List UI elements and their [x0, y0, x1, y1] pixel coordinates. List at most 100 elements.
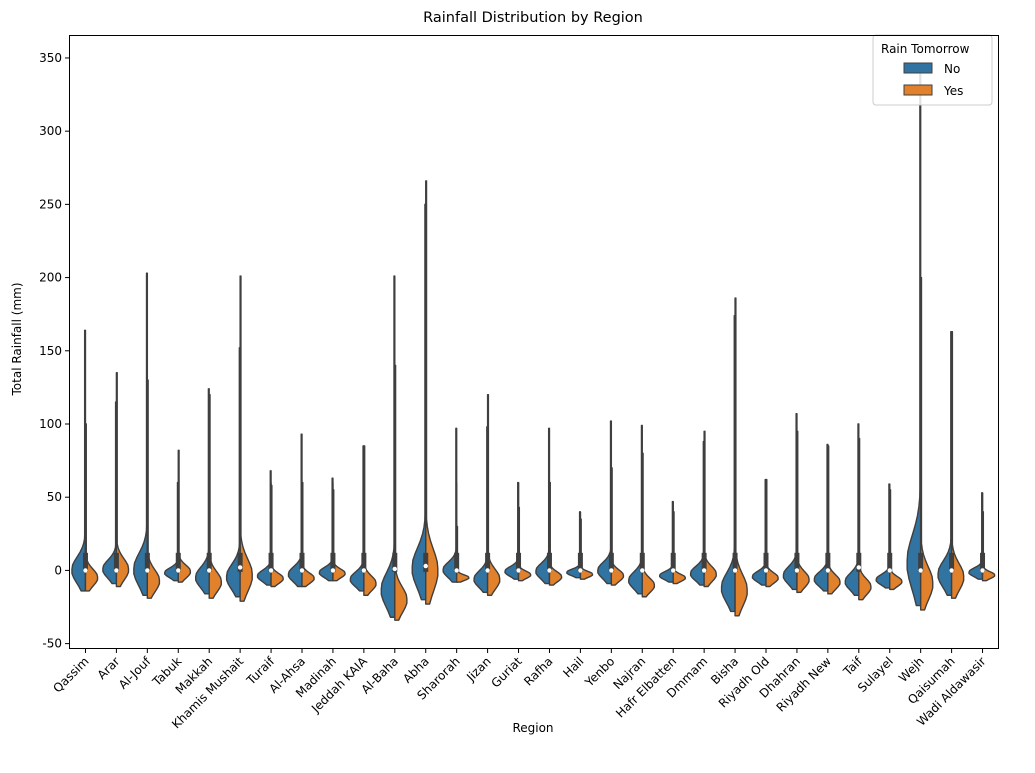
- violin-group: [411, 180, 439, 605]
- violin-iqr-box: [577, 552, 583, 572]
- violin-group: [628, 424, 656, 598]
- y-axis: -50 0 50 100 150 200 250 300 350: [39, 51, 70, 651]
- violin-half-yes: [672, 511, 686, 585]
- violin-iqr-box: [980, 552, 986, 572]
- violin-half-no: [71, 329, 87, 592]
- violin-median: [207, 568, 212, 573]
- violin-half-yes: [270, 484, 284, 588]
- violin-group: [442, 427, 470, 583]
- violin-median: [578, 568, 583, 573]
- violin-half-no: [720, 314, 736, 613]
- y-tick-label: 100: [39, 417, 62, 431]
- axes-frame: [69, 35, 999, 649]
- violin-median: [83, 568, 88, 573]
- violin-group: [318, 477, 346, 582]
- violin-half-yes: [394, 364, 408, 621]
- violin-group: [473, 394, 501, 596]
- violin-iqr-box: [546, 552, 552, 572]
- violin-median: [237, 565, 243, 570]
- violin-iqr-box: [268, 552, 274, 572]
- violin-half-no: [256, 470, 272, 586]
- violin-half-no: [751, 478, 767, 586]
- violin-iqr-box: [639, 552, 645, 572]
- violin-median: [299, 568, 305, 573]
- violin-median: [671, 568, 676, 573]
- violin-group: [133, 272, 161, 599]
- y-tick-label: 300: [39, 124, 62, 138]
- violin-iqr-box: [206, 552, 212, 572]
- violin-group: [720, 297, 748, 617]
- violin-half-no: [133, 272, 149, 596]
- violin-group: [875, 483, 903, 591]
- violin-half-no: [813, 443, 829, 592]
- legend-label-no: No: [944, 62, 960, 76]
- violin-iqr-box: [732, 552, 738, 572]
- violin-half-yes: [858, 437, 872, 601]
- violin-median: [268, 568, 274, 573]
- violin-iqr-box: [949, 552, 955, 572]
- violin-half-yes: [146, 379, 161, 599]
- violin-median: [918, 568, 923, 573]
- x-tick-label: Guriat: [488, 654, 524, 690]
- violin-group: [102, 372, 130, 588]
- violin-group: [535, 427, 563, 586]
- violin-iqr-box: [330, 552, 336, 572]
- violin-iqr-box: [918, 552, 924, 572]
- violin-group: [194, 388, 222, 599]
- violin-group: [906, 64, 934, 611]
- violin-median: [887, 568, 892, 573]
- violin-half-yes: [239, 275, 253, 602]
- y-tick-label: 350: [39, 51, 62, 65]
- violin-half-yes: [548, 481, 563, 586]
- violin-iqr-box: [175, 552, 181, 572]
- y-tick-label: 200: [39, 271, 62, 285]
- legend-swatch-no: [903, 62, 933, 74]
- violin-median: [392, 566, 397, 572]
- violin-group: [566, 511, 594, 580]
- violin-half-yes: [84, 423, 99, 592]
- violin-median: [547, 568, 552, 573]
- violin-group: [287, 433, 315, 588]
- y-tick-label: 50: [47, 490, 62, 504]
- x-tick-label: Qassim: [50, 654, 91, 695]
- violin-group: [256, 470, 284, 588]
- violin-median: [454, 568, 459, 573]
- violin-group: [504, 481, 532, 582]
- violin-median: [176, 568, 181, 573]
- violin-half-yes: [827, 445, 841, 595]
- x-tick-label: Taif: [840, 654, 865, 679]
- violin-half-yes: [363, 445, 377, 596]
- violin-half-yes: [734, 297, 748, 617]
- violin-median: [825, 568, 831, 573]
- violin-half-yes: [765, 478, 779, 588]
- violin-half-yes: [889, 489, 903, 591]
- violin-group: [349, 445, 377, 596]
- violin-median: [856, 565, 861, 570]
- y-tick-label: 250: [39, 197, 62, 211]
- violin-median: [423, 563, 428, 569]
- violin-iqr-box: [392, 552, 398, 572]
- plot-area: [71, 64, 996, 621]
- violin-half-no: [473, 426, 489, 594]
- violin-half-no: [844, 423, 860, 596]
- violin-iqr-box: [485, 552, 491, 572]
- violin-half-yes: [641, 452, 656, 598]
- violin-median: [794, 568, 800, 573]
- violin-median: [485, 568, 490, 573]
- legend-title: Rain Tomorrow: [881, 42, 970, 56]
- x-tick-label: Rafha: [521, 654, 555, 688]
- violin-iqr-box: [361, 552, 367, 572]
- violin-iqr-box: [144, 552, 150, 572]
- violin-half-yes: [919, 276, 934, 611]
- violin-group: [164, 449, 192, 583]
- y-tick-label: -50: [42, 637, 62, 651]
- violin-half-yes: [610, 467, 625, 586]
- violin-half-yes: [517, 506, 532, 582]
- violin-half-yes: [208, 394, 222, 599]
- violin-iqr-box: [763, 552, 769, 572]
- violin-iqr-box: [454, 552, 460, 572]
- violin-median: [949, 568, 954, 573]
- violin-half-no: [658, 500, 674, 583]
